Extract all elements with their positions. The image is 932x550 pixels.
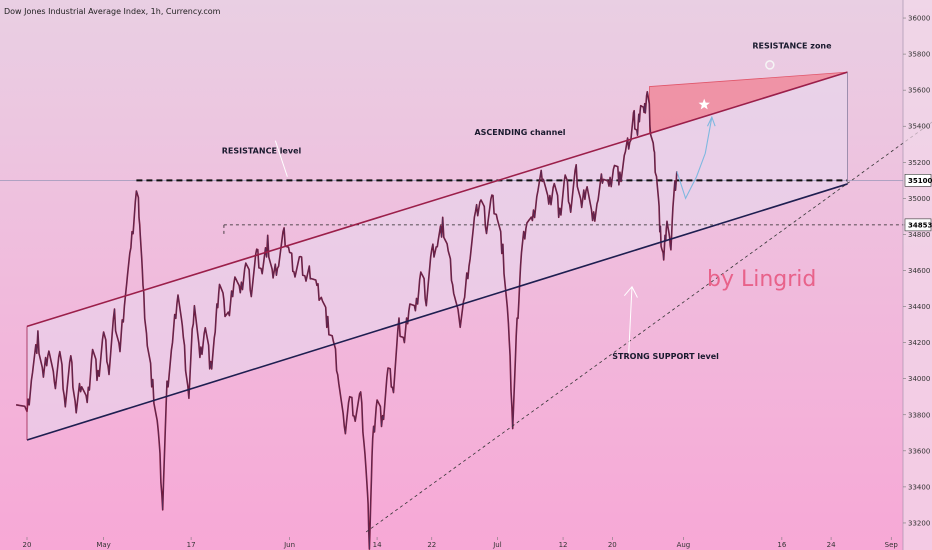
y-tick-label: 33200 bbox=[908, 519, 930, 527]
x-tick-label: Jul bbox=[492, 541, 502, 549]
y-tick-label: 34400 bbox=[908, 303, 930, 311]
x-tick-label: 16 bbox=[777, 541, 786, 549]
x-tick-label: Sep bbox=[885, 541, 899, 549]
y-tick-label: 35800 bbox=[908, 51, 930, 59]
ascending-channel-fill bbox=[27, 72, 848, 440]
price-label-box bbox=[904, 174, 932, 187]
support-arrow-icon bbox=[623, 285, 638, 354]
price-label-box bbox=[904, 218, 932, 232]
x-tick-label: 22 bbox=[427, 541, 436, 549]
y-tick-label: 35200 bbox=[908, 159, 930, 167]
price-series-wick bbox=[16, 91, 678, 550]
y-tick-label: 36000 bbox=[908, 15, 930, 23]
y-tick-label: 34800 bbox=[908, 231, 930, 239]
price-label-text: 35100 bbox=[908, 177, 932, 185]
annotation-label: STRONG SUPPORT level bbox=[612, 352, 719, 361]
x-tick-label: 14 bbox=[373, 541, 382, 549]
resistance-arrow-icon bbox=[274, 140, 288, 177]
price-axis-background bbox=[903, 0, 932, 550]
support-diagonal-line bbox=[365, 121, 932, 533]
watermark-text: by Lingrid bbox=[707, 267, 816, 292]
annotation-label: ASCENDING channel bbox=[474, 128, 565, 137]
y-tick-label: 34200 bbox=[908, 339, 930, 347]
channel-lower-line bbox=[26, 183, 848, 441]
forecast-path bbox=[676, 117, 713, 200]
x-tick-label: 12 bbox=[559, 541, 568, 549]
y-tick-label: 33400 bbox=[908, 483, 930, 491]
target-circle-icon bbox=[765, 60, 775, 70]
y-tick-label: 34000 bbox=[908, 375, 930, 383]
annotation-label: RESISTANCE level bbox=[222, 146, 302, 155]
x-tick-label: May bbox=[96, 541, 110, 549]
x-tick-label: Jun bbox=[283, 541, 295, 549]
y-tick-label: 35600 bbox=[908, 87, 930, 95]
y-tick-label: 34600 bbox=[908, 267, 930, 275]
forecast-arrowhead bbox=[706, 115, 716, 127]
y-tick-label: 35000 bbox=[908, 195, 930, 203]
x-tick-label: 24 bbox=[827, 541, 836, 549]
price-label-text: 34853 bbox=[908, 221, 932, 229]
annotation-label: RESISTANCE zone bbox=[752, 42, 832, 51]
x-tick-label: Aug bbox=[677, 541, 691, 549]
x-tick-label: 17 bbox=[187, 541, 196, 549]
y-tick-label: 33600 bbox=[908, 447, 930, 455]
y-tick-label: 35400 bbox=[908, 123, 930, 131]
star-icon bbox=[698, 98, 710, 110]
x-tick-label: 20 bbox=[23, 541, 32, 549]
y-tick-label: 33800 bbox=[908, 411, 930, 419]
chart-title: Dow Jones Industrial Average Index, 1h, … bbox=[4, 7, 221, 16]
x-tick-label: 20 bbox=[608, 541, 617, 549]
channel-upper-line bbox=[26, 71, 848, 328]
